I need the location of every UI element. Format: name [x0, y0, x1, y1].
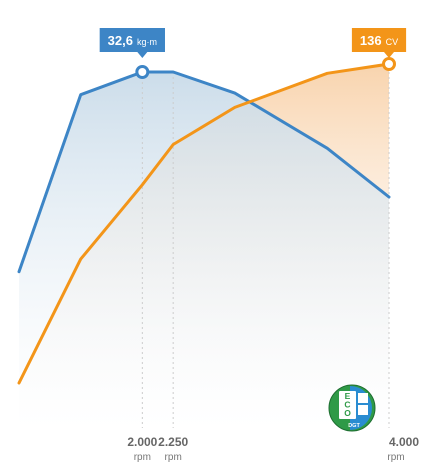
badge-box [351, 28, 407, 58]
peak-badge-torque: 32,6 kg·m [99, 28, 165, 58]
tick-unit-label: rpm [165, 452, 182, 462]
eco-badge-letter: C [344, 400, 350, 410]
tick-label: 2.000 [127, 435, 157, 449]
eco-badge-square [358, 405, 368, 415]
eco-badge-letter: O [344, 408, 351, 418]
tick-label: 2.250 [158, 435, 188, 449]
eco-dgt-label-icon: ECO DGT [328, 384, 376, 432]
eco-badge-letter: E [345, 391, 351, 401]
badge-box [99, 28, 165, 58]
eco-badge-subtext: DGT [348, 423, 360, 429]
eco-badge-square [358, 393, 368, 403]
tick-label: 4.000 [389, 435, 419, 449]
eco-badge-plate [339, 391, 356, 419]
peak-badge-power: 136 CV [351, 28, 407, 58]
tick-unit-label: rpm [387, 452, 404, 462]
line-torque [17, 70, 391, 274]
badge-unit: CV [386, 37, 399, 47]
peak-marker-power [382, 57, 396, 71]
line-power [17, 62, 391, 385]
badge-unit: kg·m [137, 37, 157, 47]
tick-unit-label: rpm [134, 452, 151, 462]
badge-value: 32,6 [108, 33, 133, 48]
badge-value: 136 [360, 33, 382, 48]
peak-marker-torque [135, 65, 150, 79]
area-torque [19, 72, 389, 430]
